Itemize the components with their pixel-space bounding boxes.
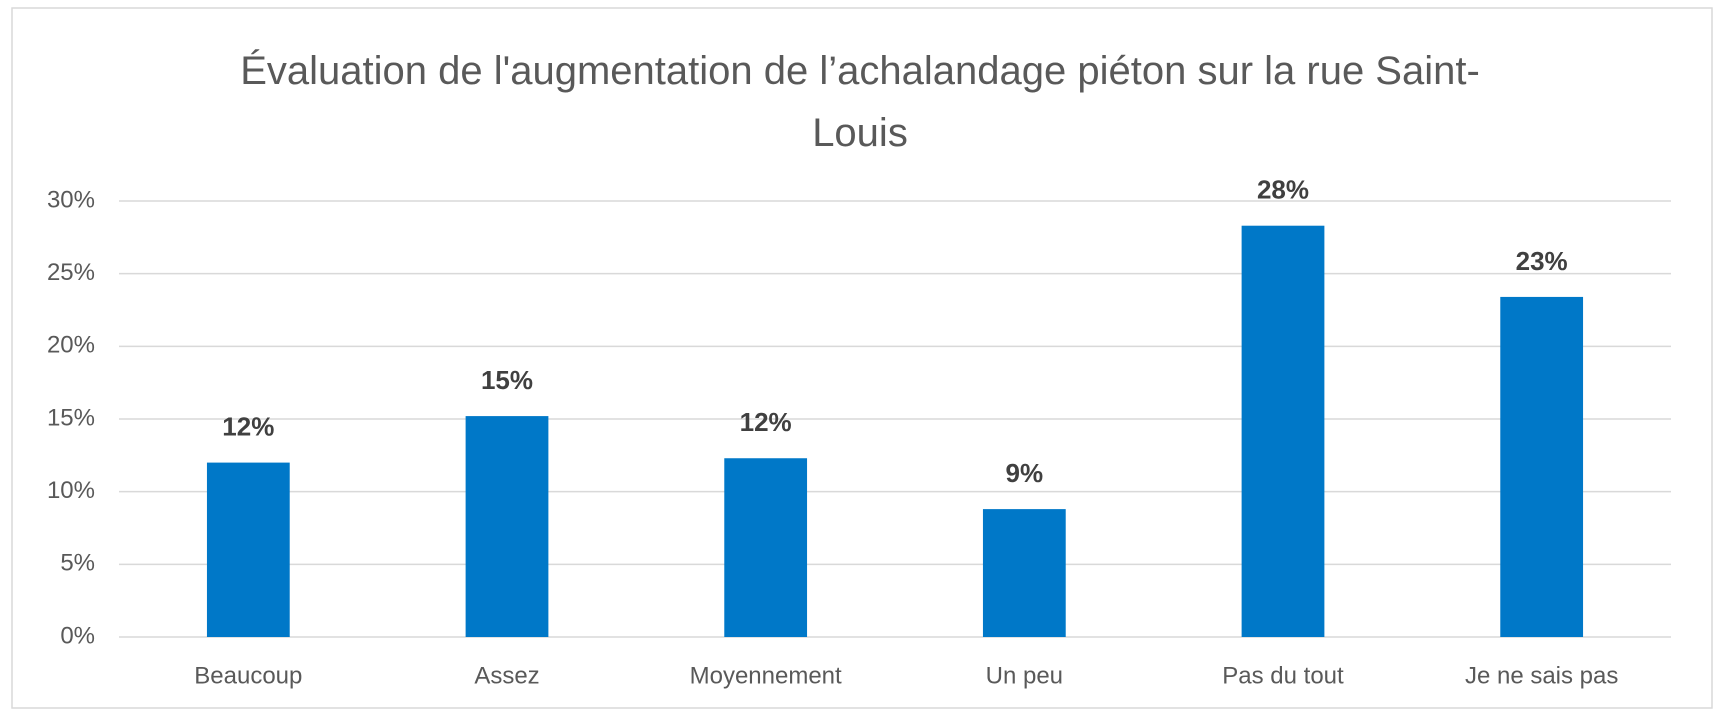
x-tick-label: Pas du tout <box>1222 662 1344 689</box>
bar <box>982 509 1066 637</box>
bar <box>1500 296 1584 637</box>
y-tick-label: 0% <box>60 622 95 649</box>
y-tick-label: 10% <box>47 477 95 504</box>
bar <box>1241 225 1325 637</box>
data-label: 12% <box>222 411 274 441</box>
x-tick-label: Un peu <box>986 662 1063 689</box>
x-tick-label: Je ne sais pas <box>1465 662 1618 689</box>
y-tick-label: 15% <box>47 404 95 431</box>
y-tick-label: 5% <box>60 550 95 577</box>
data-label: 15% <box>481 365 533 395</box>
bar <box>465 416 549 637</box>
data-label: 9% <box>1006 458 1044 488</box>
bar <box>724 458 808 637</box>
y-tick-label: 30% <box>47 186 95 213</box>
chart-border <box>11 7 1713 709</box>
bar <box>206 462 290 637</box>
y-tick-label: 20% <box>47 332 95 359</box>
data-label: 12% <box>740 407 792 437</box>
x-tick-label: Assez <box>474 662 539 689</box>
x-tick-label: Beaucoup <box>194 662 302 689</box>
data-label: 28% <box>1257 175 1309 205</box>
data-label: 23% <box>1516 246 1568 276</box>
chart-title: Évaluation de l'augmentation de l’achala… <box>240 49 1480 155</box>
x-tick-label: Moyennement <box>690 662 842 689</box>
y-tick-label: 25% <box>47 259 95 286</box>
